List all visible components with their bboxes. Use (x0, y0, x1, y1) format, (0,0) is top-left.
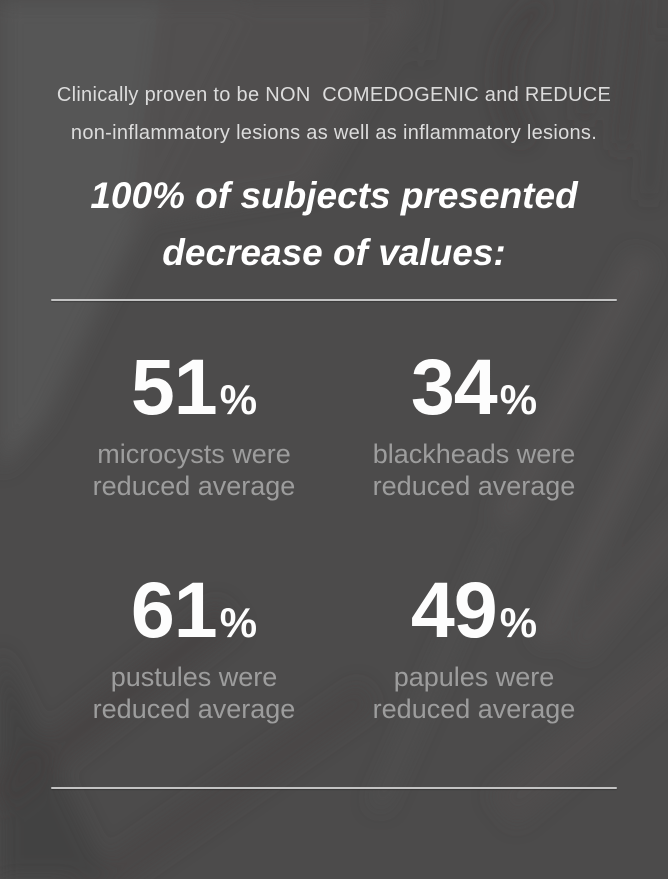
stat-label-line-2: reduced average (372, 694, 576, 724)
percent-sign: % (499, 376, 538, 423)
top-divider (51, 299, 617, 301)
headline-line-1: 100% of subjects presented (90, 175, 578, 216)
percent-sign: % (499, 599, 538, 646)
stat-value: 61% (54, 570, 334, 649)
stat-label-line-1: blackheads were (372, 439, 576, 469)
stat-value: 51% (54, 347, 334, 426)
stat-number: 49 (410, 565, 498, 654)
percent-sign: % (219, 599, 258, 646)
stat-number: 51 (130, 342, 218, 431)
stat-number: 34 (410, 342, 498, 431)
stats-row-top: 51% microcysts were reduced average 34% … (54, 347, 614, 502)
stat-value: 49% (334, 570, 614, 649)
stat-label: blackheads were reduced average (334, 438, 614, 502)
stat-label: papules were reduced average (334, 661, 614, 725)
stat-papules: 49% papules were reduced average (334, 570, 614, 725)
stats-grid: 51% microcysts were reduced average 34% … (54, 347, 614, 725)
headline: 100% of subjects presented decrease of v… (0, 167, 668, 281)
stat-label-line-1: papules were (393, 662, 555, 692)
intro-line-2: non-inflammatory lesions as well as infl… (70, 122, 598, 144)
intro-line-1: Clinically proven to be NON COMEDOGENIC … (56, 84, 612, 106)
intro-text: Clinically proven to be NON COMEDOGENIC … (0, 76, 668, 152)
stat-value: 34% (334, 347, 614, 426)
headline-line-2: decrease of values: (162, 232, 506, 273)
stat-label: pustules were reduced average (54, 661, 334, 725)
stat-label-line-2: reduced average (92, 694, 296, 724)
stat-label-line-2: reduced average (372, 471, 576, 501)
percent-sign: % (219, 376, 258, 423)
stat-blackheads: 34% blackheads were reduced average (334, 347, 614, 502)
stat-label-line-1: microcysts were (97, 439, 291, 469)
stat-label-line-1: pustules were (110, 662, 278, 692)
stat-label-line-2: reduced average (92, 471, 296, 501)
stat-number: 61 (130, 565, 218, 654)
stat-microcysts: 51% microcysts were reduced average (54, 347, 334, 502)
bottom-divider (51, 787, 617, 789)
stat-label: microcysts were reduced average (54, 438, 334, 502)
stats-row-bottom: 61% pustules were reduced average 49% pa… (54, 570, 614, 725)
stat-pustules: 61% pustules were reduced average (54, 570, 334, 725)
